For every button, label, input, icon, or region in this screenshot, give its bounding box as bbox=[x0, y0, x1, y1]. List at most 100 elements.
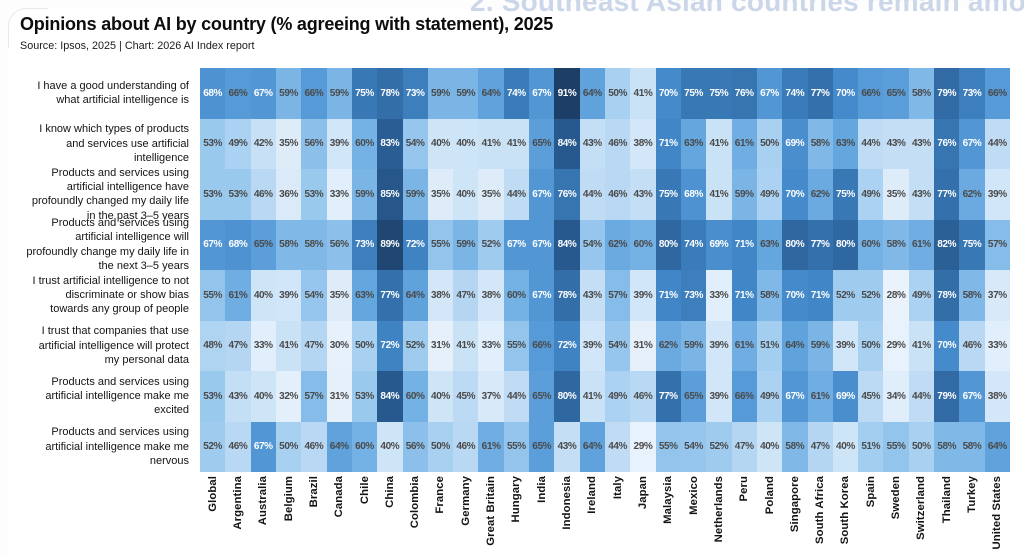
heatmap-cell: 61% bbox=[731, 118, 757, 169]
heatmap-cell: 52% bbox=[402, 320, 428, 371]
heatmap-cell: 47% bbox=[807, 421, 833, 472]
country-label: Canada bbox=[333, 476, 346, 518]
heatmap-cell: 67% bbox=[503, 219, 530, 270]
chart-source: Source: Ipsos, 2025 | Chart: 2026 AI Ind… bbox=[20, 40, 255, 52]
heatmap-cell: 39% bbox=[275, 270, 302, 321]
heatmap-cell: 52% bbox=[706, 421, 732, 472]
heatmap-cell: 75% bbox=[959, 219, 985, 270]
heatmap-cell: 70% bbox=[782, 270, 808, 321]
heatmap-cell: 52% bbox=[478, 219, 504, 270]
country-label: Singapore bbox=[788, 476, 801, 533]
heatmap-cell: 80% bbox=[782, 219, 808, 270]
heatmap-cell: 69% bbox=[782, 118, 808, 169]
heatmap-cell: 35% bbox=[275, 118, 302, 169]
country-label: Colombia bbox=[409, 476, 422, 529]
heatmap-cell: 38% bbox=[478, 270, 504, 321]
heatmap-cell: 44% bbox=[908, 371, 935, 422]
country-label: Thailand bbox=[940, 476, 953, 524]
country-label: Global bbox=[206, 476, 219, 512]
heatmap-cell: 29% bbox=[883, 320, 909, 371]
heatmap-cell: 89% bbox=[377, 219, 403, 270]
heatmap-cell: 64% bbox=[782, 320, 808, 371]
heatmap-cell: 59% bbox=[326, 68, 352, 119]
heatmap-cell: 40% bbox=[250, 270, 276, 321]
heatmap-cell: 63% bbox=[832, 118, 859, 169]
heatmap-cell: 76% bbox=[731, 68, 757, 119]
heatmap-cell: 38% bbox=[630, 118, 656, 169]
heatmap-cell: 64% bbox=[579, 421, 605, 472]
country-label: China bbox=[383, 476, 396, 508]
heatmap-cell: 65% bbox=[250, 219, 276, 270]
heatmap-cell: 73% bbox=[402, 68, 428, 119]
heatmap-cell: 67% bbox=[250, 68, 276, 119]
heatmap-cell: 37% bbox=[984, 270, 1010, 321]
country-label: Mexico bbox=[687, 476, 700, 515]
heatmap-cell: 43% bbox=[908, 169, 935, 220]
heatmap-cell: 60% bbox=[630, 219, 656, 270]
heatmap-cell: 67% bbox=[200, 219, 226, 270]
heatmap-cell: 80% bbox=[655, 219, 681, 270]
heatmap-cell: 67% bbox=[782, 371, 808, 422]
country-label: Germany bbox=[459, 476, 472, 526]
country-label: Netherlands bbox=[712, 476, 725, 543]
heatmap-cell: 46% bbox=[225, 421, 251, 472]
heatmap-cell: 61% bbox=[478, 421, 504, 472]
heatmap-cell: 52% bbox=[832, 270, 859, 321]
heatmap-cell: 41% bbox=[478, 118, 504, 169]
heatmap-cell: 35% bbox=[427, 169, 454, 220]
heatmap-cell: 79% bbox=[934, 68, 960, 119]
heatmap-cell: 60% bbox=[858, 219, 884, 270]
heatmap-cell: 76% bbox=[934, 118, 960, 169]
heatmap-cell: 33% bbox=[250, 320, 276, 371]
chart-title: Opinions about AI by country (% agreeing… bbox=[20, 14, 554, 34]
heatmap-cell: 60% bbox=[351, 421, 378, 472]
heatmap-cell: 52% bbox=[858, 270, 884, 321]
heatmap-cell: 58% bbox=[301, 219, 327, 270]
heatmap-cell: 75% bbox=[351, 68, 378, 119]
heatmap-cell: 46% bbox=[630, 371, 656, 422]
heatmap-cell: 41% bbox=[706, 169, 732, 220]
heatmap-cell: 31% bbox=[427, 320, 454, 371]
heatmap-cell: 59% bbox=[402, 169, 428, 220]
heatmap-cell: 65% bbox=[883, 68, 909, 119]
country-label: Brazil bbox=[307, 476, 320, 508]
heatmap-cell: 62% bbox=[959, 169, 985, 220]
heatmap-cell: 58% bbox=[275, 219, 302, 270]
heatmap-cell: 33% bbox=[984, 320, 1010, 371]
heatmap-cell: 50% bbox=[605, 68, 631, 119]
heatmap-cell: 39% bbox=[630, 270, 656, 321]
heatmap-cell: 57% bbox=[605, 270, 631, 321]
statement-label: I have a good understanding of what arti… bbox=[37, 79, 189, 107]
heatmap-cell: 77% bbox=[934, 169, 960, 220]
heatmap-cell: 64% bbox=[579, 68, 605, 119]
heatmap-cell: 77% bbox=[807, 219, 833, 270]
heatmap-cell: 64% bbox=[478, 68, 504, 119]
country-label: United States bbox=[991, 476, 1004, 550]
heatmap-cell: 39% bbox=[832, 320, 859, 371]
country-label: Switzerland bbox=[915, 476, 928, 540]
heatmap-cell: 75% bbox=[832, 169, 859, 220]
heatmap-cell: 68% bbox=[200, 68, 226, 119]
heatmap-cell: 46% bbox=[250, 169, 276, 220]
heatmap-cell: 72% bbox=[554, 320, 580, 371]
heatmap-cell: 43% bbox=[579, 270, 605, 321]
heatmap-cell: 39% bbox=[706, 320, 732, 371]
heatmap-cell: 63% bbox=[351, 270, 378, 321]
statement-labels: I have a good understanding of what arti… bbox=[0, 68, 196, 472]
heatmap-cell: 53% bbox=[301, 169, 327, 220]
heatmap-cell: 35% bbox=[883, 169, 909, 220]
clipped-section-heading: 2. Southeast Asian countries remain amon… bbox=[470, 0, 1024, 17]
heatmap-cell: 71% bbox=[807, 270, 833, 321]
heatmap-cell: 55% bbox=[200, 270, 226, 321]
heatmap-cell: 31% bbox=[326, 371, 352, 422]
heatmap-cell: 84% bbox=[554, 118, 580, 169]
heatmap-cell: 54% bbox=[605, 320, 631, 371]
heatmap-cell: 40% bbox=[377, 421, 403, 472]
heatmap-cell: 78% bbox=[377, 68, 403, 119]
heatmap-cell: 43% bbox=[883, 118, 909, 169]
heatmap-cell: 65% bbox=[529, 371, 555, 422]
heatmap-cell: 40% bbox=[427, 118, 454, 169]
heatmap-cell: 44% bbox=[605, 421, 631, 472]
heatmap-cell: 66% bbox=[529, 320, 555, 371]
heatmap-cell: 35% bbox=[478, 169, 504, 220]
